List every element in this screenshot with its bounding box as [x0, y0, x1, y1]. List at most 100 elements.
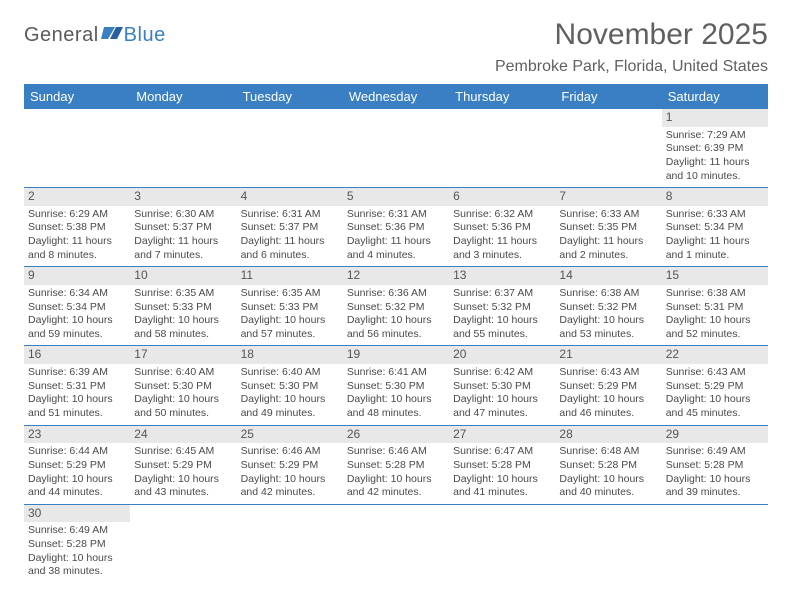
sunset-line: Sunset: 5:37 PM — [134, 221, 232, 235]
calendar: SundayMondayTuesdayWednesdayThursdayFrid… — [24, 84, 768, 583]
day-number: 5 — [343, 188, 449, 206]
day-body: Sunrise: 6:41 AMSunset: 5:30 PMDaylight:… — [343, 364, 449, 425]
day-body: Sunrise: 6:31 AMSunset: 5:37 PMDaylight:… — [237, 206, 343, 267]
daylight-line: Daylight: 11 hours and 4 minutes. — [347, 235, 445, 262]
daylight-line: Daylight: 11 hours and 8 minutes. — [28, 235, 126, 262]
day-cell: 20Sunrise: 6:42 AMSunset: 5:30 PMDayligh… — [449, 346, 555, 424]
day-body: Sunrise: 6:45 AMSunset: 5:29 PMDaylight:… — [130, 443, 236, 504]
sunset-line: Sunset: 5:29 PM — [28, 459, 126, 473]
sunrise-line: Sunrise: 6:49 AM — [28, 524, 126, 538]
daylight-line: Daylight: 10 hours and 46 minutes. — [559, 393, 657, 420]
daylight-line: Daylight: 10 hours and 49 minutes. — [241, 393, 339, 420]
sunrise-line: Sunrise: 6:45 AM — [134, 445, 232, 459]
day-body: Sunrise: 6:34 AMSunset: 5:34 PMDaylight:… — [24, 285, 130, 346]
day-body: Sunrise: 6:48 AMSunset: 5:28 PMDaylight:… — [555, 443, 661, 504]
day-cell — [555, 109, 661, 187]
logo-text-1: General — [24, 24, 99, 47]
sunset-line: Sunset: 5:28 PM — [559, 459, 657, 473]
day-number: 28 — [555, 426, 661, 444]
sunrise-line: Sunrise: 6:32 AM — [453, 208, 551, 222]
day-cell: 18Sunrise: 6:40 AMSunset: 5:30 PMDayligh… — [237, 346, 343, 424]
weekday-friday: Friday — [555, 84, 661, 109]
day-body: Sunrise: 6:43 AMSunset: 5:29 PMDaylight:… — [662, 364, 768, 425]
day-cell: 7Sunrise: 6:33 AMSunset: 5:35 PMDaylight… — [555, 188, 661, 266]
weekday-thursday: Thursday — [449, 84, 555, 109]
daylight-line: Daylight: 10 hours and 59 minutes. — [28, 314, 126, 341]
day-number: 20 — [449, 346, 555, 364]
day-cell: 29Sunrise: 6:49 AMSunset: 5:28 PMDayligh… — [662, 426, 768, 504]
day-cell — [130, 109, 236, 187]
sunset-line: Sunset: 5:33 PM — [241, 301, 339, 315]
flag-icon — [101, 24, 123, 47]
sunset-line: Sunset: 5:36 PM — [453, 221, 551, 235]
weeks-container: 1Sunrise: 7:29 AMSunset: 6:39 PMDaylight… — [24, 109, 768, 583]
sunset-line: Sunset: 5:30 PM — [453, 380, 551, 394]
sunset-line: Sunset: 5:31 PM — [666, 301, 764, 315]
day-cell: 28Sunrise: 6:48 AMSunset: 5:28 PMDayligh… — [555, 426, 661, 504]
daylight-line: Daylight: 10 hours and 39 minutes. — [666, 473, 764, 500]
logo-text-2: Blue — [124, 24, 166, 47]
sunset-line: Sunset: 5:28 PM — [666, 459, 764, 473]
day-number: 8 — [662, 188, 768, 206]
day-cell: 23Sunrise: 6:44 AMSunset: 5:29 PMDayligh… — [24, 426, 130, 504]
day-body: Sunrise: 6:43 AMSunset: 5:29 PMDaylight:… — [555, 364, 661, 425]
title-block: November 2025 Pembroke Park, Florida, Un… — [495, 18, 768, 76]
day-cell — [449, 109, 555, 187]
sunset-line: Sunset: 5:28 PM — [453, 459, 551, 473]
daylight-line: Daylight: 10 hours and 56 minutes. — [347, 314, 445, 341]
day-number: 7 — [555, 188, 661, 206]
weekday-sunday: Sunday — [24, 84, 130, 109]
day-body: Sunrise: 6:40 AMSunset: 5:30 PMDaylight:… — [237, 364, 343, 425]
day-body: Sunrise: 6:35 AMSunset: 5:33 PMDaylight:… — [130, 285, 236, 346]
day-cell — [237, 109, 343, 187]
weekday-row: SundayMondayTuesdayWednesdayThursdayFrid… — [24, 84, 768, 109]
sunrise-line: Sunrise: 6:33 AM — [666, 208, 764, 222]
sunset-line: Sunset: 5:29 PM — [134, 459, 232, 473]
sunrise-line: Sunrise: 6:40 AM — [241, 366, 339, 380]
sunset-line: Sunset: 5:32 PM — [347, 301, 445, 315]
day-body: Sunrise: 6:44 AMSunset: 5:29 PMDaylight:… — [24, 443, 130, 504]
sunrise-line: Sunrise: 6:36 AM — [347, 287, 445, 301]
daylight-line: Daylight: 11 hours and 2 minutes. — [559, 235, 657, 262]
sunset-line: Sunset: 5:28 PM — [28, 538, 126, 552]
day-body: Sunrise: 6:32 AMSunset: 5:36 PMDaylight:… — [449, 206, 555, 267]
daylight-line: Daylight: 10 hours and 47 minutes. — [453, 393, 551, 420]
sunrise-line: Sunrise: 6:34 AM — [28, 287, 126, 301]
daylight-line: Daylight: 10 hours and 55 minutes. — [453, 314, 551, 341]
day-cell — [343, 109, 449, 187]
day-number: 10 — [130, 267, 236, 285]
daylight-line: Daylight: 10 hours and 57 minutes. — [241, 314, 339, 341]
week-row: 9Sunrise: 6:34 AMSunset: 5:34 PMDaylight… — [24, 267, 768, 346]
day-number: 6 — [449, 188, 555, 206]
day-number: 9 — [24, 267, 130, 285]
day-body: Sunrise: 6:40 AMSunset: 5:30 PMDaylight:… — [130, 364, 236, 425]
sunrise-line: Sunrise: 6:46 AM — [241, 445, 339, 459]
day-number: 22 — [662, 346, 768, 364]
weekday-tuesday: Tuesday — [237, 84, 343, 109]
day-cell: 2Sunrise: 6:29 AMSunset: 5:38 PMDaylight… — [24, 188, 130, 266]
daylight-line: Daylight: 11 hours and 1 minute. — [666, 235, 764, 262]
sunrise-line: Sunrise: 6:39 AM — [28, 366, 126, 380]
sunrise-line: Sunrise: 6:48 AM — [559, 445, 657, 459]
sunset-line: Sunset: 5:38 PM — [28, 221, 126, 235]
week-row: 30Sunrise: 6:49 AMSunset: 5:28 PMDayligh… — [24, 505, 768, 583]
day-cell: 1Sunrise: 7:29 AMSunset: 6:39 PMDaylight… — [662, 109, 768, 187]
day-body: Sunrise: 6:33 AMSunset: 5:34 PMDaylight:… — [662, 206, 768, 267]
daylight-line: Daylight: 11 hours and 7 minutes. — [134, 235, 232, 262]
day-body: Sunrise: 6:30 AMSunset: 5:37 PMDaylight:… — [130, 206, 236, 267]
day-body: Sunrise: 6:38 AMSunset: 5:31 PMDaylight:… — [662, 285, 768, 346]
sunrise-line: Sunrise: 6:43 AM — [559, 366, 657, 380]
day-number: 15 — [662, 267, 768, 285]
day-body: Sunrise: 6:29 AMSunset: 5:38 PMDaylight:… — [24, 206, 130, 267]
day-number: 30 — [24, 505, 130, 523]
logo: General Blue — [24, 24, 166, 47]
daylight-line: Daylight: 10 hours and 53 minutes. — [559, 314, 657, 341]
day-number: 16 — [24, 346, 130, 364]
sunset-line: Sunset: 5:34 PM — [28, 301, 126, 315]
daylight-line: Daylight: 10 hours and 48 minutes. — [347, 393, 445, 420]
day-number: 1 — [662, 109, 768, 127]
day-body: Sunrise: 6:49 AMSunset: 5:28 PMDaylight:… — [24, 522, 130, 583]
day-cell — [662, 505, 768, 583]
day-number: 18 — [237, 346, 343, 364]
sunrise-line: Sunrise: 6:30 AM — [134, 208, 232, 222]
